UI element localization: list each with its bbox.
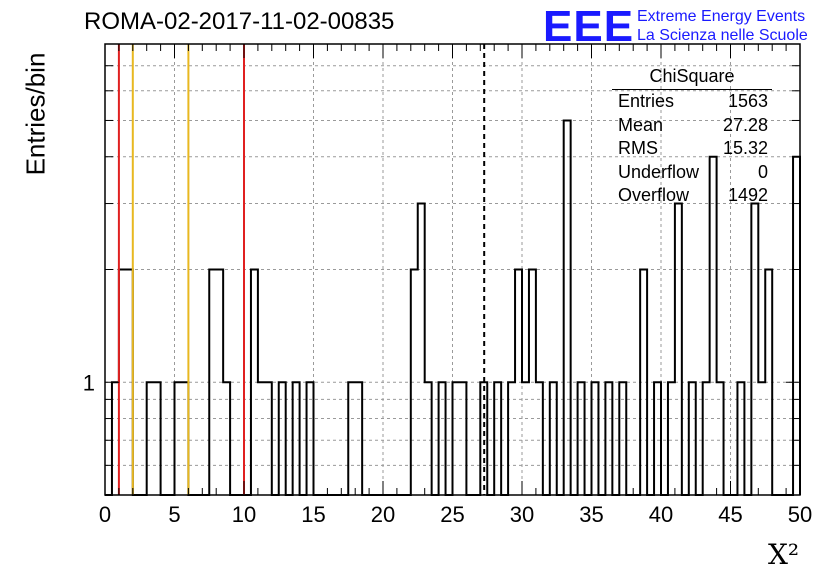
marker-lines bbox=[117, 44, 486, 495]
stats-box: ChiSquare Entries 1563 Mean 27.28 RMS 15… bbox=[612, 66, 772, 208]
x-tick-label: 15 bbox=[301, 502, 325, 527]
x-tick-label: 10 bbox=[232, 502, 256, 527]
stats-title: ChiSquare bbox=[612, 66, 772, 90]
stats-key: Entries bbox=[618, 91, 675, 111]
histogram-bin bbox=[418, 204, 425, 495]
x-tick-label: 30 bbox=[510, 502, 534, 527]
stats-value: 0 bbox=[757, 161, 768, 182]
x-tick-label: 0 bbox=[99, 502, 111, 527]
stats-value: 1563 bbox=[727, 91, 768, 111]
histogram-bin bbox=[564, 120, 571, 495]
x-tick-label: 35 bbox=[579, 502, 603, 527]
stats-key: Underflow bbox=[618, 161, 700, 182]
stats-row-rms: RMS 15.32 bbox=[612, 137, 772, 161]
stats-row-underflow: Underflow 0 bbox=[612, 161, 772, 185]
stats-value: 1492 bbox=[727, 185, 768, 205]
x-tick-label: 45 bbox=[718, 502, 742, 527]
axes: 0 5 10 15 20 25 30 35 40 45 50 1 bbox=[83, 43, 812, 527]
eee-logo: EEE bbox=[543, 2, 635, 51]
histogram-bin bbox=[675, 204, 682, 495]
stats-value: 15.32 bbox=[722, 138, 768, 158]
stats-row-mean: Mean 27.28 bbox=[612, 114, 772, 138]
stats-value: 27.28 bbox=[722, 114, 768, 135]
x-tick-label: 50 bbox=[788, 502, 812, 527]
x-tick-label: 40 bbox=[649, 502, 673, 527]
stats-key: Overflow bbox=[618, 185, 690, 205]
histogram-bin bbox=[793, 157, 800, 495]
y-axis-label: Entries/bin bbox=[20, 52, 51, 176]
logo-line-2: La Scienza nelle Scuole bbox=[637, 27, 808, 44]
stats-row-entries: Entries 1563 bbox=[612, 90, 772, 114]
logo-line-1: Extreme Energy Events bbox=[637, 8, 806, 25]
chart-title: ROMA-02-2017-11-02-00835 bbox=[84, 8, 395, 35]
histogram-bin bbox=[751, 204, 758, 495]
stats-key: Mean bbox=[618, 114, 664, 135]
y-tick-label: 1 bbox=[83, 370, 95, 395]
x-tick-label: 20 bbox=[371, 502, 395, 527]
x-tick-label: 25 bbox=[440, 502, 464, 527]
stats-key: RMS bbox=[618, 138, 658, 158]
x-axis-label: X² bbox=[768, 538, 800, 571]
stats-row-overflow: Overflow 1492 bbox=[612, 184, 772, 208]
x-tick-label: 5 bbox=[168, 502, 180, 527]
